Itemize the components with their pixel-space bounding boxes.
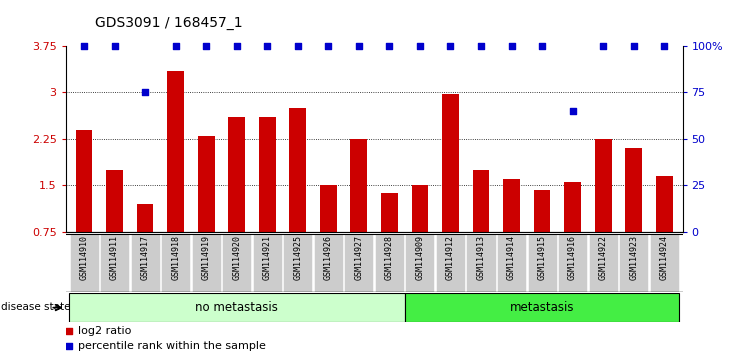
Text: GSM114921: GSM114921: [263, 235, 272, 280]
Bar: [436, 234, 465, 292]
Bar: [350, 139, 367, 232]
Bar: [412, 185, 429, 232]
Text: GSM114909: GSM114909: [415, 235, 424, 280]
Point: [292, 43, 304, 49]
Bar: [69, 293, 404, 322]
Bar: [404, 293, 680, 322]
Point: [200, 43, 212, 49]
Bar: [497, 234, 526, 292]
Text: GSM114926: GSM114926: [324, 235, 333, 280]
Text: GDS3091 / 168457_1: GDS3091 / 168457_1: [95, 16, 242, 30]
Point: [170, 43, 182, 49]
Point: [231, 43, 242, 49]
Text: GSM114922: GSM114922: [599, 235, 607, 280]
Bar: [198, 136, 215, 232]
Text: GSM114919: GSM114919: [201, 235, 211, 280]
Bar: [558, 234, 587, 292]
Point: [78, 43, 90, 49]
Bar: [650, 234, 679, 292]
Text: no metastasis: no metastasis: [195, 301, 278, 314]
Point: [658, 43, 670, 49]
Text: disease state: disease state: [1, 302, 71, 312]
Bar: [283, 234, 312, 292]
Point: [109, 43, 120, 49]
Bar: [228, 117, 245, 232]
Text: GSM114912: GSM114912: [446, 235, 455, 280]
Bar: [314, 234, 343, 292]
Bar: [320, 185, 337, 232]
Bar: [405, 234, 434, 292]
Bar: [595, 139, 612, 232]
Bar: [503, 179, 520, 232]
Bar: [253, 234, 282, 292]
Point: [475, 43, 487, 49]
Point: [383, 43, 395, 49]
Bar: [222, 234, 251, 292]
Bar: [626, 148, 642, 232]
Text: percentile rank within the sample: percentile rank within the sample: [79, 342, 266, 352]
Text: GSM114916: GSM114916: [568, 235, 577, 280]
Bar: [167, 71, 184, 232]
Text: GSM114923: GSM114923: [629, 235, 638, 280]
Bar: [137, 204, 153, 232]
Text: GSM114917: GSM114917: [141, 235, 150, 280]
Text: GSM114927: GSM114927: [354, 235, 364, 280]
Text: GSM114925: GSM114925: [293, 235, 302, 280]
Bar: [131, 234, 160, 292]
Bar: [528, 234, 556, 292]
Point: [537, 43, 548, 49]
Point: [566, 108, 578, 114]
Point: [64, 329, 75, 334]
Bar: [100, 234, 129, 292]
Bar: [289, 108, 306, 232]
Bar: [564, 182, 581, 232]
Text: GSM114911: GSM114911: [110, 235, 119, 280]
Bar: [161, 234, 190, 292]
Text: GSM114924: GSM114924: [660, 235, 669, 280]
Point: [628, 43, 639, 49]
Bar: [76, 130, 93, 232]
Bar: [192, 234, 220, 292]
Text: GSM114913: GSM114913: [477, 235, 485, 280]
Text: GSM114910: GSM114910: [80, 235, 88, 280]
Point: [139, 90, 151, 95]
Bar: [619, 234, 648, 292]
Text: GSM114918: GSM114918: [171, 235, 180, 280]
Text: GSM114914: GSM114914: [507, 235, 516, 280]
Bar: [656, 176, 672, 232]
Bar: [466, 234, 496, 292]
Text: GSM114920: GSM114920: [232, 235, 241, 280]
Text: log2 ratio: log2 ratio: [79, 326, 132, 336]
Point: [597, 43, 609, 49]
Text: GSM114915: GSM114915: [537, 235, 547, 280]
Point: [506, 43, 518, 49]
Text: GSM114928: GSM114928: [385, 235, 394, 280]
Point: [64, 344, 75, 349]
Bar: [375, 234, 404, 292]
Bar: [381, 193, 398, 232]
Bar: [534, 190, 550, 232]
Bar: [442, 95, 459, 232]
Point: [261, 43, 273, 49]
Bar: [259, 117, 276, 232]
Bar: [69, 234, 99, 292]
Text: metastasis: metastasis: [510, 301, 575, 314]
Point: [414, 43, 426, 49]
Bar: [106, 170, 123, 232]
Point: [445, 43, 456, 49]
Point: [323, 43, 334, 49]
Bar: [588, 234, 618, 292]
Point: [353, 43, 365, 49]
Bar: [345, 234, 373, 292]
Bar: [472, 170, 489, 232]
